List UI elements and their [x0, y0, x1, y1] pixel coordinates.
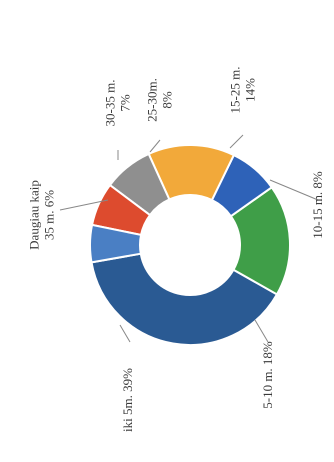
data-label-line: 35 m. 6%: [42, 190, 57, 240]
data-label-line: 25-30m.: [145, 78, 160, 122]
data-label-line: 10-15 m. 8%: [310, 171, 325, 239]
donut-slice: [229, 185, 291, 296]
donut-slice: [90, 183, 152, 237]
data-label-line: iki 5m. 39%: [120, 368, 135, 432]
data-label-line: 15-25 m.: [228, 67, 243, 114]
data-label: 15-25 m.14%: [228, 67, 258, 114]
leader-line: [59, 199, 109, 211]
donut-slice: [108, 152, 171, 217]
leader-line: [149, 139, 161, 153]
data-label-line: 14%: [243, 78, 258, 102]
data-label: 30-35 m.7%: [103, 80, 133, 127]
leader-line-group: [59, 134, 319, 343]
data-label: 25-30m.8%: [145, 78, 175, 122]
donut-slice: [147, 144, 236, 202]
data-label-line: 30-35 m.: [103, 80, 118, 127]
data-label: 5-10 m. 18%: [260, 341, 275, 409]
slice-group: [89, 144, 291, 346]
data-label-line: 7%: [118, 94, 133, 112]
data-label: 10-15 m. 8%: [310, 171, 325, 239]
data-label-line: Daugiau kaip: [27, 180, 42, 250]
leader-line: [254, 319, 269, 343]
donut-slice: [89, 223, 143, 264]
leader-line: [119, 324, 131, 343]
data-label: Daugiau kaip35 m. 6%: [27, 180, 57, 250]
leader-line: [229, 134, 244, 149]
donut-slice: [90, 252, 279, 346]
label-group: iki 5m. 39% 5-10 m. 18% 10-15 m. 8% 15-25 m…: [27, 67, 326, 432]
data-label-line: 5-10 m. 18%: [260, 341, 275, 409]
data-label-line: 8%: [160, 91, 175, 109]
data-label: iki 5m. 39%: [120, 368, 135, 432]
leader-line: [269, 179, 319, 201]
